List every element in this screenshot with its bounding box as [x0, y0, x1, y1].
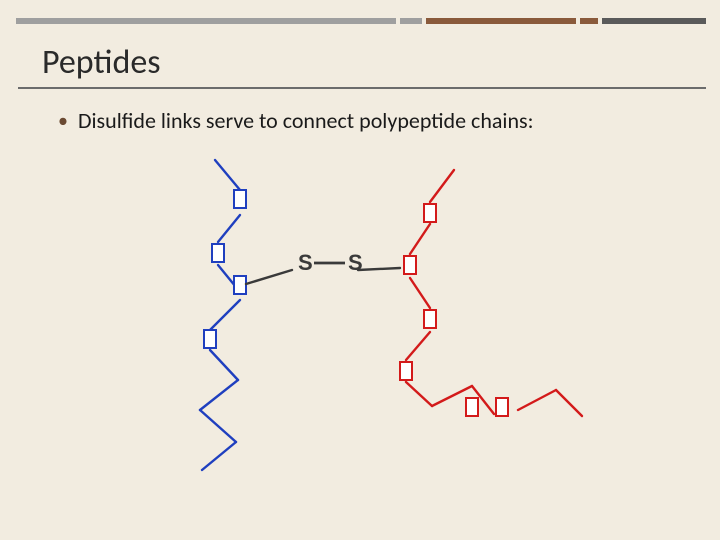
right-polypeptide-chain: [358, 170, 582, 416]
disulfide-bridge: S S: [298, 250, 363, 275]
title-block: Peptides: [0, 34, 720, 85]
bullet-line: • Disulfide links serve to connect polype…: [0, 85, 720, 134]
header-bar: [426, 18, 576, 24]
header-bar: [16, 18, 396, 24]
header-bar: [580, 18, 598, 24]
bullet-marker: •: [58, 109, 68, 133]
header-accent-bars: [0, 0, 720, 34]
bullet-text: Disulfide links serve to connect polypep…: [78, 107, 534, 134]
diagram-svg: S S: [0, 150, 720, 530]
sulfur-atom-left: S: [298, 250, 313, 275]
header-bar: [400, 18, 422, 24]
slide-title: Peptides: [42, 42, 720, 83]
left-polypeptide-chain: [200, 160, 292, 470]
title-underline: [18, 87, 706, 89]
header-bar: [602, 18, 706, 24]
disulfide-diagram: S S: [0, 150, 720, 530]
sulfur-atom-right: S: [348, 250, 363, 275]
